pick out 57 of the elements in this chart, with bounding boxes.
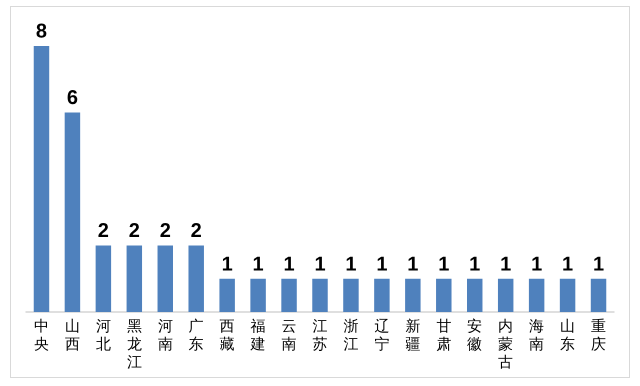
x-tick-label: 西藏 xyxy=(220,316,235,353)
data-label: 1 xyxy=(531,253,542,276)
x-tick-label: 中央 xyxy=(34,316,49,353)
x-tick-label: 山西 xyxy=(64,316,80,353)
bar xyxy=(436,278,452,312)
bar xyxy=(281,278,297,312)
x-tick-label: 安徽 xyxy=(467,316,482,353)
data-label: 1 xyxy=(283,253,295,276)
data-label: 1 xyxy=(438,253,450,276)
bar xyxy=(528,278,544,312)
data-label: 1 xyxy=(314,253,326,276)
x-tick-label: 云南 xyxy=(282,316,297,353)
bar xyxy=(590,278,606,312)
bar xyxy=(312,278,328,312)
data-label: 1 xyxy=(469,253,480,276)
x-tick-label: 新疆 xyxy=(405,316,420,353)
data-label: 6 xyxy=(66,87,78,110)
x-tick-label: 重庆 xyxy=(591,316,606,353)
bar xyxy=(158,246,173,312)
bar xyxy=(34,46,50,312)
x-tick-label: 辽宁 xyxy=(374,316,390,353)
bar xyxy=(188,246,204,312)
data-label: 1 xyxy=(592,253,604,276)
x-tick-label: 广东 xyxy=(188,316,204,353)
x-tick-label: 山东 xyxy=(560,316,576,353)
x-tick-label: 江苏 xyxy=(312,316,328,353)
data-label: 1 xyxy=(222,253,233,276)
bar xyxy=(343,278,359,312)
bar xyxy=(250,278,266,312)
bar xyxy=(405,278,421,312)
x-tick-label: 内蒙古 xyxy=(498,316,514,371)
data-label: 1 xyxy=(562,253,574,276)
data-label: 2 xyxy=(128,220,140,242)
data-label: 2 xyxy=(98,220,109,242)
bar xyxy=(560,278,576,312)
data-label: 1 xyxy=(345,253,357,276)
data-label: 1 xyxy=(376,253,388,276)
bar xyxy=(498,278,514,312)
data-label: 8 xyxy=(36,20,48,43)
data-label: 1 xyxy=(407,253,418,276)
data-label: 1 xyxy=(500,253,512,276)
x-tick-label: 福建 xyxy=(250,316,266,353)
bar xyxy=(219,278,235,312)
data-label: 1 xyxy=(252,253,264,276)
bar xyxy=(374,278,390,312)
x-tick-label: 河北 xyxy=(96,316,111,353)
x-tick-label: 甘肃 xyxy=(436,316,452,353)
bar xyxy=(64,112,80,312)
x-tick-label: 浙江 xyxy=(343,316,358,353)
x-tick-label: 河南 xyxy=(158,316,173,353)
x-tick-label: 黑龙江 xyxy=(126,316,142,371)
data-label: 2 xyxy=(160,220,171,242)
bar xyxy=(467,278,482,312)
bar xyxy=(96,246,112,312)
data-label: 2 xyxy=(190,220,202,242)
x-tick-label: 海南 xyxy=(529,316,544,353)
bar xyxy=(126,246,142,312)
